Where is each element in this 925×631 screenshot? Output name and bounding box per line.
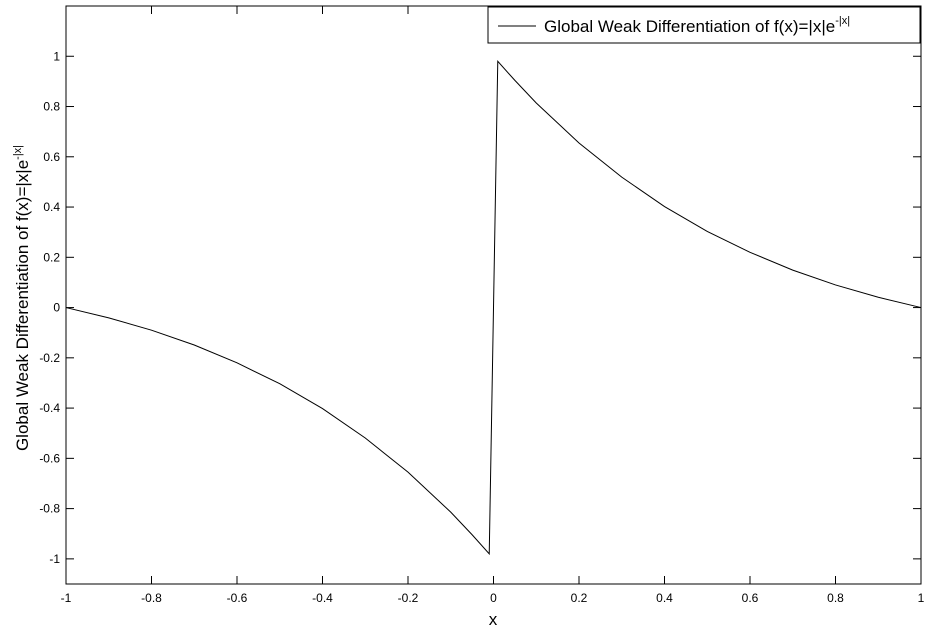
x-tick-label: -0.2 xyxy=(398,591,419,605)
x-tick-label: -0.6 xyxy=(227,591,248,605)
x-tick-label: 0.2 xyxy=(571,591,588,605)
y-tick-label: -0.8 xyxy=(39,502,60,516)
y-tick-label: 0 xyxy=(53,301,60,315)
y-tick-label: 0.4 xyxy=(43,200,60,214)
y-tick-label: -1 xyxy=(49,552,60,566)
y-tick-labels: -1 -0.8 -0.6 -0.4 -0.2 0 0.2 0.4 0.6 0.8 1 xyxy=(39,49,60,566)
y-tick-label: -0.4 xyxy=(39,401,60,415)
x-tick-label: 0.8 xyxy=(827,591,844,605)
y-axis-label: Global Weak Differentiation of f(x)=|x|e… xyxy=(12,145,32,451)
y-axis-label-superscript: -|x| xyxy=(12,145,24,160)
legend-entry: Global Weak Differentiation of f(x)=|x|e… xyxy=(544,15,850,36)
x-tick-label: -0.4 xyxy=(312,591,333,605)
x-tick-label: 0 xyxy=(490,591,497,605)
legend-entry-superscript: -|x| xyxy=(835,15,850,27)
legend-box xyxy=(487,6,921,44)
x-tick-label: -1 xyxy=(61,591,72,605)
y-tick-label: 0.2 xyxy=(43,250,60,264)
y-tick-label: 0.8 xyxy=(43,100,60,114)
y-axis-label-main: Global Weak Differentiation of f(x)=|x|e xyxy=(13,160,32,451)
y-tick-label: -0.2 xyxy=(39,351,60,365)
x-tick-label: 1 xyxy=(918,591,925,605)
x-tick-label: 0.6 xyxy=(742,591,759,605)
y-tick-label: -0.6 xyxy=(39,451,60,465)
legend: Global Weak Differentiation of f(x)=|x|e… xyxy=(487,6,921,44)
y-tick-label: 0.6 xyxy=(43,150,60,164)
series-line xyxy=(65,60,922,556)
y-tick-label: 1 xyxy=(53,49,60,63)
x-tick-label: -0.8 xyxy=(141,591,162,605)
tick-marks xyxy=(65,6,922,584)
legend-entry-main: Global Weak Differentiation of f(x)=|x|e xyxy=(544,17,835,36)
x-tick-labels: -1 -0.8 -0.6 -0.4 -0.2 0 0.2 0.4 0.6 0.8 1 xyxy=(61,591,925,605)
x-tick-label: 0.4 xyxy=(656,591,673,605)
x-axis-label: x xyxy=(489,610,498,629)
